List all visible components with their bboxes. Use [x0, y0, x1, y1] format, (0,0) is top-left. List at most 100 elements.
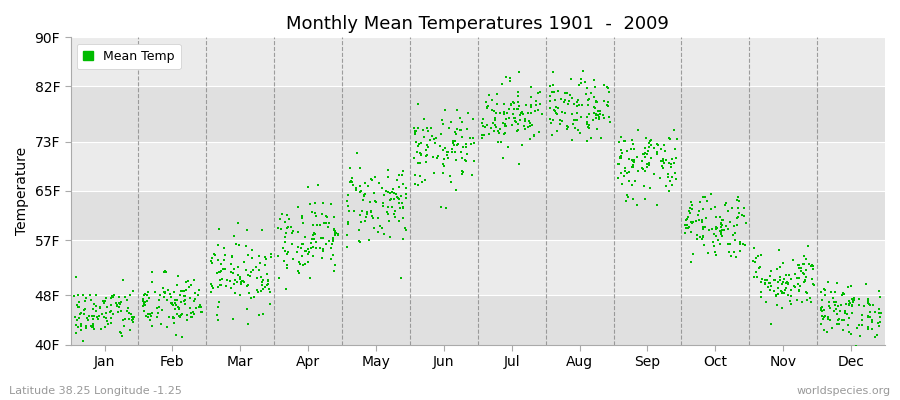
- Point: [86, 316, 100, 322]
- Point: [613, 155, 627, 161]
- Point: [517, 123, 531, 130]
- Point: [558, 90, 572, 96]
- Point: [684, 199, 698, 206]
- Point: [446, 140, 460, 146]
- Point: [222, 278, 237, 285]
- Point: [513, 112, 527, 118]
- Point: [562, 98, 576, 104]
- Point: [626, 196, 640, 202]
- Point: [327, 214, 341, 220]
- Point: [738, 242, 752, 248]
- Point: [618, 165, 633, 171]
- Point: [871, 320, 886, 326]
- Point: [157, 289, 171, 295]
- Point: [601, 89, 616, 95]
- Point: [285, 256, 300, 262]
- Point: [420, 142, 435, 148]
- Point: [140, 292, 154, 298]
- Point: [638, 196, 652, 202]
- Point: [707, 248, 722, 255]
- Point: [628, 178, 643, 184]
- Point: [662, 135, 676, 141]
- Point: [454, 127, 468, 134]
- Point: [705, 226, 719, 232]
- Point: [380, 209, 394, 215]
- Point: [709, 214, 724, 221]
- Point: [453, 127, 467, 133]
- Point: [395, 200, 410, 207]
- Point: [362, 237, 376, 243]
- Point: [784, 300, 798, 307]
- Point: [526, 132, 541, 138]
- Point: [173, 314, 187, 320]
- Point: [682, 205, 697, 212]
- Point: [830, 321, 844, 327]
- Point: [349, 185, 364, 192]
- Point: [450, 126, 464, 132]
- Point: [392, 200, 406, 206]
- Point: [861, 324, 876, 330]
- Point: [396, 235, 410, 242]
- Point: [572, 82, 586, 88]
- Point: [249, 275, 264, 282]
- Point: [327, 268, 341, 274]
- Point: [114, 330, 129, 336]
- Point: [639, 150, 653, 157]
- Point: [732, 205, 746, 211]
- Point: [828, 301, 842, 308]
- Point: [873, 319, 887, 325]
- Point: [315, 235, 329, 241]
- Point: [723, 240, 737, 247]
- Point: [779, 279, 794, 286]
- Point: [187, 290, 202, 296]
- Point: [747, 274, 761, 280]
- Point: [708, 225, 723, 232]
- Point: [831, 303, 845, 310]
- Point: [464, 141, 478, 148]
- Point: [245, 247, 259, 253]
- Point: [116, 276, 130, 283]
- Point: [280, 251, 294, 257]
- Point: [570, 117, 584, 123]
- Point: [711, 237, 725, 243]
- Point: [728, 236, 742, 243]
- Point: [140, 313, 155, 320]
- Point: [704, 191, 718, 198]
- Point: [121, 305, 135, 311]
- Point: [696, 224, 710, 230]
- Point: [110, 302, 124, 308]
- Point: [491, 128, 505, 134]
- Point: [601, 85, 616, 92]
- Point: [683, 210, 698, 216]
- Point: [698, 215, 713, 222]
- Point: [368, 198, 382, 204]
- Point: [638, 145, 652, 151]
- Point: [459, 144, 473, 150]
- Point: [68, 330, 83, 336]
- Point: [407, 155, 421, 161]
- Point: [275, 245, 290, 252]
- Point: [228, 276, 242, 283]
- Point: [330, 230, 345, 237]
- Point: [257, 262, 272, 268]
- Point: [580, 85, 594, 91]
- Point: [346, 182, 360, 188]
- Point: [166, 314, 181, 320]
- Point: [274, 226, 288, 232]
- Point: [806, 263, 820, 270]
- Point: [512, 161, 526, 167]
- Point: [730, 222, 744, 228]
- Point: [117, 322, 131, 329]
- Point: [498, 123, 512, 130]
- Point: [481, 103, 495, 109]
- Point: [644, 142, 659, 148]
- Point: [775, 290, 789, 296]
- Point: [250, 289, 265, 296]
- Point: [544, 120, 559, 126]
- Point: [192, 287, 206, 293]
- Point: [590, 111, 605, 118]
- Point: [749, 254, 763, 261]
- Point: [86, 306, 100, 312]
- Point: [382, 234, 397, 240]
- Point: [872, 309, 886, 316]
